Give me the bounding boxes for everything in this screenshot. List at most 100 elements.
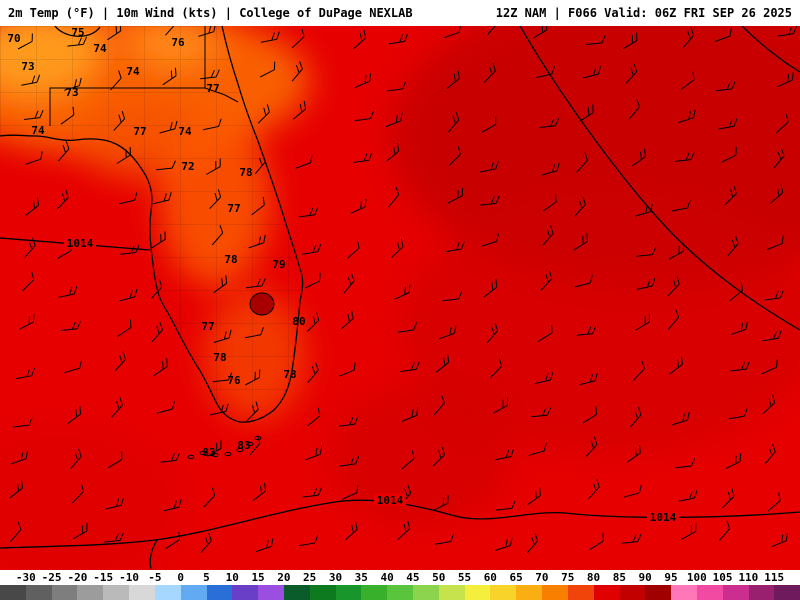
temp-value-label: 77 xyxy=(227,202,240,215)
wind-barb xyxy=(339,456,360,467)
wind-barb xyxy=(70,448,82,469)
wind-barb xyxy=(350,198,367,214)
wind-barb xyxy=(718,520,731,542)
wind-barb xyxy=(72,523,88,540)
wind-barb xyxy=(633,360,645,381)
wind-barb xyxy=(386,142,400,162)
wind-barb xyxy=(636,247,657,257)
wind-barb xyxy=(588,479,600,500)
wind-barb xyxy=(722,488,735,508)
wind-barb xyxy=(153,358,168,376)
wind-barb xyxy=(64,360,83,374)
wind-barb xyxy=(445,241,465,253)
temp-value-label: 79 xyxy=(272,258,285,271)
wind-barb xyxy=(24,237,36,258)
product-title: 2m Temp (°F) | 10m Wind (kts) | College … xyxy=(8,6,413,20)
wind-barb xyxy=(576,152,588,173)
wind-barb xyxy=(672,412,690,426)
wind-barb xyxy=(483,279,498,298)
colorbar-tick-label: 25 xyxy=(303,571,317,584)
wind-barb xyxy=(256,538,274,552)
wind-barb xyxy=(338,416,359,427)
wind-barb xyxy=(16,367,35,380)
wind-barb xyxy=(542,225,554,246)
wind-barb xyxy=(25,197,40,216)
temperature-colorbar: -30 -25 -20 -15 -10 -5 0 5 10 15 20 25 30 35 40 45 50 55 6… xyxy=(0,570,800,600)
colorbar-tick-label: -20 xyxy=(67,571,88,584)
wind-barb xyxy=(773,148,785,169)
temp-value-label: 74 xyxy=(31,124,45,137)
wind-barb xyxy=(574,196,586,217)
model-run-info: 12Z NAM | F066 Valid: 06Z FRI SEP 26 202… xyxy=(495,6,792,20)
colorbar-tick-label: 95 xyxy=(664,571,678,584)
colorbar-strip xyxy=(0,585,800,600)
wind-barb xyxy=(540,270,553,291)
wind-barb xyxy=(343,273,355,294)
wind-barb xyxy=(675,458,696,469)
wind-barb xyxy=(295,154,313,169)
wind-barb xyxy=(251,196,265,216)
wind-barb xyxy=(160,452,181,463)
isobar-label: 1014 xyxy=(650,511,677,524)
wind-barb xyxy=(532,26,548,39)
wind-barb xyxy=(537,325,553,342)
colorbar-tick-label: 115 xyxy=(764,571,785,584)
wind-barb xyxy=(67,406,82,424)
wind-barb xyxy=(526,533,539,554)
temp-value-label: 78 xyxy=(239,166,252,179)
temp-value-label: 83 xyxy=(202,446,215,459)
wind-barb xyxy=(198,26,217,37)
temp-value-label: 74 xyxy=(126,65,140,78)
wind-barb xyxy=(114,351,127,372)
temp-value-label: 78 xyxy=(283,368,296,381)
wind-barb xyxy=(589,532,604,551)
colorbar-segment xyxy=(413,585,439,600)
colorbar-tick-label: 100 xyxy=(686,571,707,584)
temp-value-label: 70 xyxy=(7,32,20,45)
wind-barb xyxy=(680,71,695,90)
wind-barb xyxy=(388,33,409,45)
isobar-label: 1014 xyxy=(67,237,94,250)
wind-barb xyxy=(480,160,499,173)
wind-barb xyxy=(448,146,461,166)
wind-barb xyxy=(72,483,85,504)
florida-keys-island xyxy=(187,454,195,460)
wind-barb xyxy=(632,148,646,167)
colorbar-segment xyxy=(645,585,672,600)
colorbar-tick-label: 10 xyxy=(225,571,239,584)
florida-keys-island xyxy=(224,451,232,457)
wind-barb xyxy=(249,435,261,456)
wind-barb xyxy=(582,66,602,79)
wind-barb xyxy=(576,326,597,336)
wind-barb xyxy=(151,231,166,249)
temp-value-label: 78 xyxy=(213,351,226,364)
wind-barb xyxy=(573,233,588,251)
wind-barb xyxy=(443,26,462,39)
colorbar-segment xyxy=(0,585,26,600)
temp-value-label: 74 xyxy=(178,125,192,138)
wind-barb xyxy=(586,35,606,45)
temp-value-label: 80 xyxy=(292,315,305,328)
colorbar-tick-label: 110 xyxy=(738,571,759,584)
wind-barb xyxy=(682,27,695,48)
wind-barb xyxy=(25,151,43,165)
wind-barb xyxy=(432,446,445,467)
wind-barb xyxy=(200,532,212,554)
wind-barb xyxy=(203,487,216,508)
wind-barb xyxy=(481,116,497,133)
wind-barb xyxy=(447,187,464,204)
wind-barb xyxy=(727,235,739,257)
wind-barb xyxy=(636,278,656,290)
wind-barb xyxy=(150,279,163,300)
colorbar-tick-label: 80 xyxy=(586,571,601,584)
temp-value-label: 77 xyxy=(133,125,146,138)
colorbar-tick-label: 75 xyxy=(561,571,575,584)
colorbar-tick-label: -5 xyxy=(148,571,162,584)
wind-barb xyxy=(728,408,748,420)
wind-barb xyxy=(9,479,24,499)
wind-barb xyxy=(58,141,70,162)
colorbar-segment xyxy=(619,585,646,600)
wind-barb xyxy=(623,484,642,498)
wind-barb xyxy=(105,497,125,510)
wind-barb xyxy=(211,225,224,246)
